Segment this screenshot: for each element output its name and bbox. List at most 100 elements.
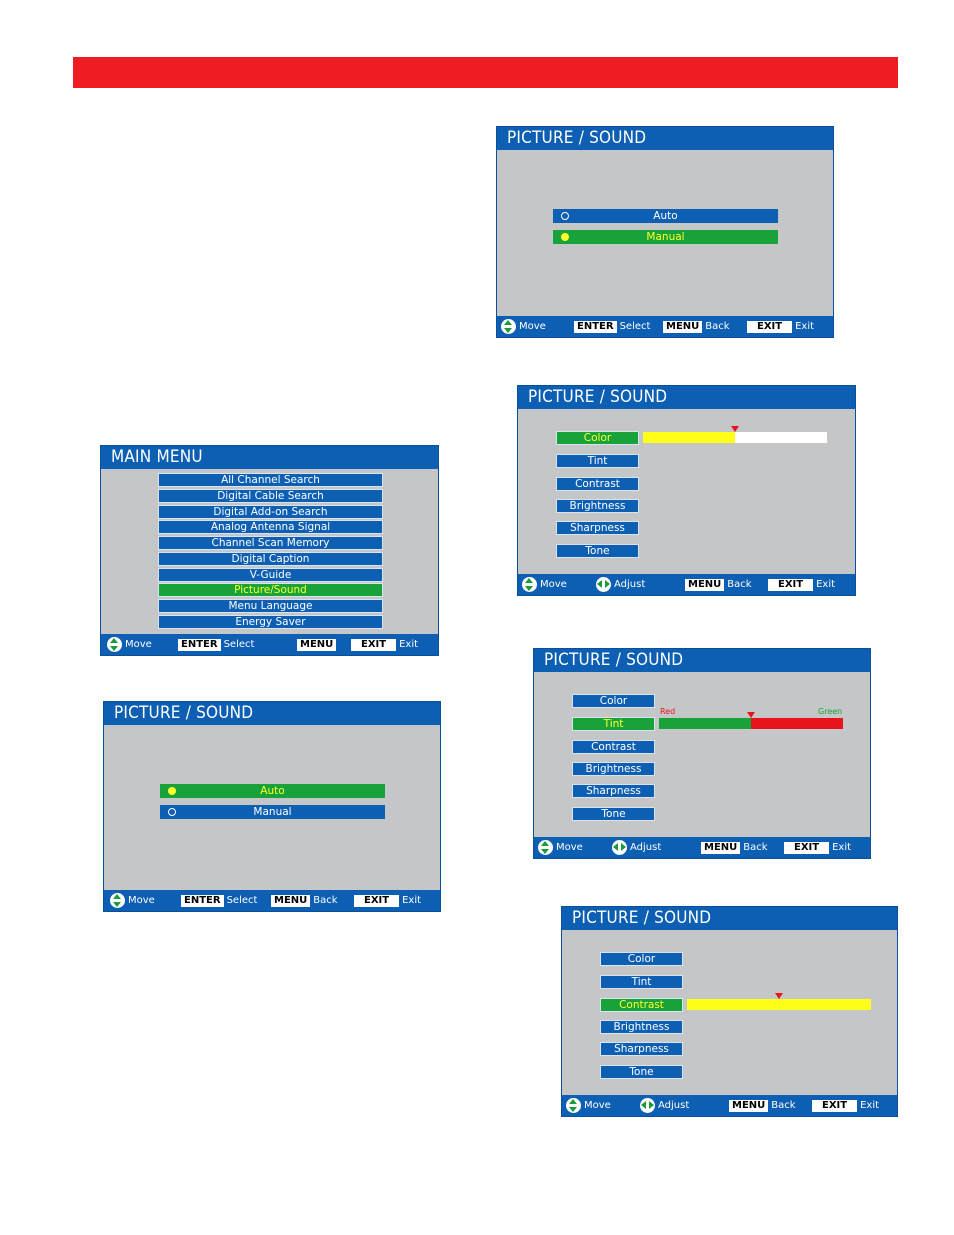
enter-key[interactable]: ENTER: [178, 638, 221, 651]
exit-key[interactable]: EXIT: [768, 578, 814, 591]
footer-back-label: Back: [771, 1100, 796, 1111]
option-manual[interactable]: Manual: [553, 230, 778, 244]
setting-color[interactable]: Color: [600, 952, 683, 966]
setting-sharpness[interactable]: Sharpness: [556, 521, 639, 535]
menu-key[interactable]: MENU: [685, 578, 725, 591]
panel-footer: Move ENTER Select MENU Back EXIT Exit: [497, 316, 833, 337]
setting-brightness[interactable]: Brightness: [572, 762, 655, 776]
menu-item-digital-caption[interactable]: Digital Caption: [158, 552, 383, 566]
footer-adjust-label: Adjust: [658, 1100, 690, 1111]
footer-adjust-label: Adjust: [614, 579, 646, 590]
footer-back: MENU Back: [663, 316, 730, 337]
setting-contrast[interactable]: Contrast: [556, 477, 639, 491]
footer-move-label: Move: [128, 895, 155, 906]
exit-key[interactable]: EXIT: [747, 320, 793, 333]
setting-sharpness[interactable]: Sharpness: [572, 784, 655, 798]
footer-exit: EXIT Exit: [351, 634, 418, 655]
footer-back-label: Back: [727, 579, 752, 590]
footer-adjust: Adjust: [612, 837, 661, 858]
footer-exit-label: Exit: [816, 579, 836, 590]
footer-move: Move: [522, 574, 567, 595]
option-label: Manual: [646, 231, 685, 243]
menu-item-digital-cable-search[interactable]: Digital Cable Search: [158, 489, 383, 503]
setting-brightness[interactable]: Brightness: [556, 499, 639, 513]
setting-color[interactable]: Color: [572, 694, 655, 708]
footer-select: ENTER Select: [574, 316, 650, 337]
up-down-arrows-icon: [538, 840, 553, 855]
tint-level-slider[interactable]: [659, 718, 843, 729]
exit-key[interactable]: EXIT: [354, 894, 400, 907]
panel-title: PICTURE / SOUND: [518, 386, 855, 409]
option-label: Manual: [253, 806, 292, 818]
up-down-arrows-icon: [566, 1098, 581, 1113]
exit-key[interactable]: EXIT: [351, 638, 397, 651]
color-level-slider[interactable]: [643, 432, 827, 443]
exit-key[interactable]: EXIT: [812, 1099, 858, 1112]
menu-key[interactable]: MENU: [271, 894, 311, 907]
setting-brightness[interactable]: Brightness: [600, 1020, 683, 1034]
footer-back-label: Back: [705, 321, 730, 332]
footer-exit-label: Exit: [860, 1100, 880, 1111]
panel-footer: Move Adjust MENU Back EXIT Exit: [534, 837, 870, 858]
menu-item-energy-saver[interactable]: Energy Saver: [158, 615, 383, 629]
enter-key[interactable]: ENTER: [181, 894, 224, 907]
setting-sharpness[interactable]: Sharpness: [600, 1042, 683, 1056]
footer-move-label: Move: [584, 1100, 611, 1111]
footer-move-label: Move: [556, 842, 583, 853]
footer-back: MENU Back: [271, 890, 338, 911]
menu-item-analog-antenna-signal[interactable]: Analog Antenna Signal: [158, 520, 383, 534]
footer-adjust-label: Adjust: [630, 842, 662, 853]
menu-item-digital-add-on-search[interactable]: Digital Add-on Search: [158, 505, 383, 519]
menu-item-v-guide[interactable]: V-Guide: [158, 568, 383, 582]
radio-selected-icon: [561, 233, 569, 241]
footer-exit: EXIT Exit: [812, 1095, 879, 1116]
option-auto[interactable]: Auto: [160, 784, 385, 798]
footer-menu: MENU: [297, 634, 337, 655]
tint-green-label: Green: [818, 707, 843, 716]
footer-back: MENU Back: [729, 1095, 796, 1116]
setting-tone[interactable]: Tone: [556, 544, 639, 558]
footer-select: ENTER Select: [181, 890, 257, 911]
up-down-arrows-icon: [107, 637, 122, 652]
menu-key[interactable]: MENU: [701, 841, 741, 854]
footer-adjust: Adjust: [640, 1095, 689, 1116]
panel-title: PICTURE / SOUND: [497, 127, 833, 150]
setting-tint[interactable]: Tint: [600, 975, 683, 989]
header-red-bar: [73, 57, 898, 88]
up-down-arrows-icon: [501, 319, 516, 334]
up-down-arrows-icon: [110, 893, 125, 908]
setting-tint[interactable]: Tint: [572, 717, 655, 731]
panel-title: PICTURE / SOUND: [534, 649, 870, 672]
setting-tone[interactable]: Tone: [572, 807, 655, 821]
option-label: Auto: [260, 785, 285, 797]
footer-exit-label: Exit: [399, 639, 419, 650]
footer-move-label: Move: [540, 579, 567, 590]
enter-key[interactable]: ENTER: [574, 320, 617, 333]
menu-key[interactable]: MENU: [663, 320, 703, 333]
setting-contrast[interactable]: Contrast: [600, 998, 683, 1012]
menu-item-picture-sound[interactable]: Picture/Sound: [158, 583, 383, 597]
setting-color[interactable]: Color: [556, 431, 639, 445]
menu-item-menu-language[interactable]: Menu Language: [158, 599, 383, 613]
setting-tint[interactable]: Tint: [556, 454, 639, 468]
menu-key[interactable]: MENU: [297, 638, 337, 651]
setting-contrast[interactable]: Contrast: [572, 740, 655, 754]
menu-item-channel-scan-memory[interactable]: Channel Scan Memory: [158, 536, 383, 550]
contrast-level-slider[interactable]: [687, 999, 871, 1010]
panel-footer: Move ENTER Select MENU Back EXIT Exit: [104, 890, 440, 911]
tint-adjust-panel: PICTURE / SOUND Color Tint Contrast Brig…: [533, 648, 871, 859]
contrast-adjust-panel: PICTURE / SOUND Color Tint Contrast Brig…: [561, 906, 898, 1117]
option-auto[interactable]: Auto: [553, 209, 778, 223]
footer-adjust: Adjust: [596, 574, 645, 595]
left-right-arrows-icon: [596, 577, 611, 592]
color-level-fill: [643, 432, 735, 443]
option-manual[interactable]: Manual: [160, 805, 385, 819]
exit-key[interactable]: EXIT: [784, 841, 830, 854]
panel-title: MAIN MENU: [101, 446, 438, 469]
footer-select-label: Select: [223, 639, 255, 650]
menu-item-all-channel-search[interactable]: All Channel Search: [158, 473, 383, 487]
menu-key[interactable]: MENU: [729, 1099, 769, 1112]
footer-back-label: Back: [313, 895, 338, 906]
setting-tone[interactable]: Tone: [600, 1065, 683, 1079]
panel-footer: Move Adjust MENU Back EXIT Exit: [562, 1095, 897, 1116]
